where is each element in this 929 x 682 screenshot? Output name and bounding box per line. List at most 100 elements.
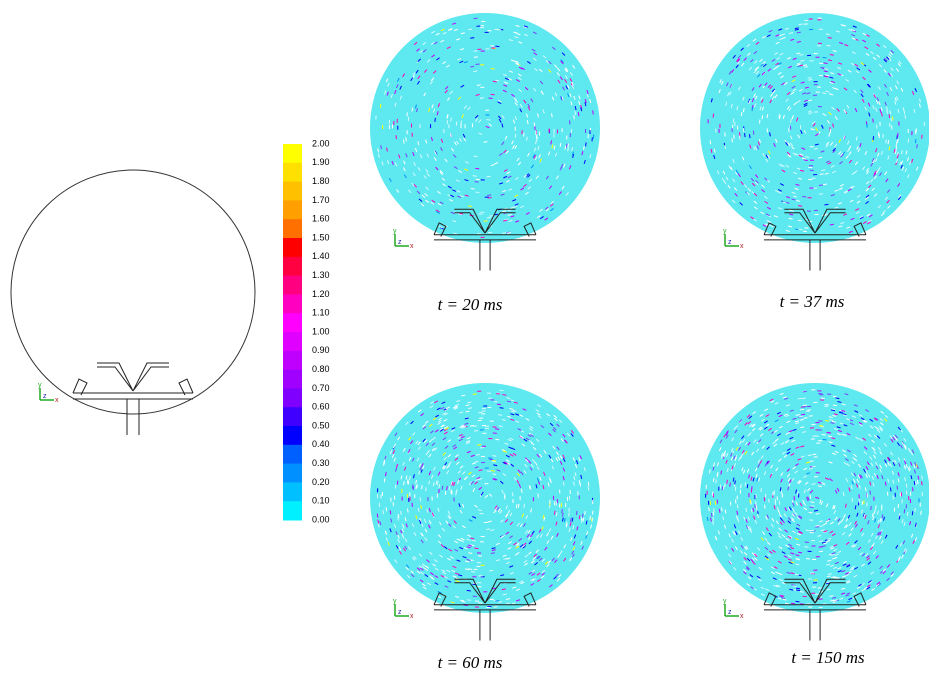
velocity-vector bbox=[593, 110, 594, 114]
velocity-vector bbox=[524, 504, 525, 508]
velocity-vector bbox=[808, 455, 812, 456]
velocity-vector bbox=[824, 204, 828, 205]
velocity-vector bbox=[492, 456, 496, 457]
velocity-vector bbox=[802, 196, 806, 197]
flow-sphere bbox=[700, 383, 929, 613]
velocity-vector bbox=[585, 511, 586, 515]
colorbar-band bbox=[283, 163, 302, 182]
velocity-vector bbox=[741, 484, 742, 488]
colorbar-band bbox=[283, 332, 302, 351]
velocity-vector bbox=[383, 510, 384, 514]
velocity-vector bbox=[829, 420, 833, 421]
velocity-vector bbox=[914, 481, 915, 485]
velocity-vector bbox=[740, 136, 741, 140]
velocity-vector bbox=[377, 514, 378, 518]
velocity-vector bbox=[468, 206, 472, 207]
velocity-vector bbox=[461, 121, 462, 125]
velocity-vector bbox=[826, 582, 830, 583]
velocity-vector bbox=[824, 76, 828, 77]
velocity-vector bbox=[912, 511, 913, 515]
velocity-vector bbox=[500, 390, 504, 391]
panel-caption: t = 20 ms bbox=[438, 295, 503, 314]
velocity-vector bbox=[562, 509, 563, 513]
velocity-vector bbox=[775, 501, 776, 505]
velocity-vector bbox=[480, 98, 484, 99]
velocity-vector bbox=[474, 430, 478, 431]
velocity-vector bbox=[470, 38, 474, 39]
triad-label: z bbox=[398, 609, 402, 616]
colorbar-label: 1.40 bbox=[312, 251, 330, 261]
velocity-vector bbox=[569, 512, 570, 516]
colorbar-label: 0.60 bbox=[312, 402, 330, 412]
triad-label: x bbox=[55, 397, 59, 404]
velocity-vector bbox=[474, 51, 478, 52]
velocity-vector bbox=[467, 590, 471, 591]
colorbar-band bbox=[283, 238, 302, 257]
velocity-vector bbox=[886, 139, 887, 143]
velocity-vector bbox=[824, 69, 828, 70]
velocity-vector bbox=[484, 142, 488, 143]
velocity-vector bbox=[730, 483, 731, 487]
colorbar-label: 1.60 bbox=[312, 214, 330, 224]
colorbar-label: 0.20 bbox=[312, 477, 330, 487]
velocity-vector bbox=[745, 482, 746, 486]
velocity-vector bbox=[922, 481, 923, 485]
velocity-vector bbox=[495, 600, 499, 601]
colorbar-band bbox=[283, 445, 302, 464]
velocity-vector bbox=[476, 64, 480, 65]
empty-sphere bbox=[11, 170, 255, 414]
velocity-vector bbox=[804, 547, 808, 548]
colorbar-band bbox=[283, 200, 302, 219]
colorbar-band bbox=[283, 388, 302, 407]
velocity-vector bbox=[536, 135, 537, 139]
velocity-vector bbox=[846, 504, 847, 508]
colorbar-label: 1.10 bbox=[312, 308, 330, 318]
velocity-vector bbox=[473, 176, 477, 177]
velocity-vector bbox=[406, 137, 407, 141]
velocity-vector bbox=[711, 513, 712, 517]
panel-caption: t = 150 ms bbox=[791, 648, 865, 667]
colorbar-label: 1.20 bbox=[312, 289, 330, 299]
triad-label: x bbox=[740, 613, 744, 620]
velocity-vector bbox=[809, 512, 813, 513]
velocity-vector bbox=[814, 149, 818, 150]
velocity-vector bbox=[796, 588, 800, 589]
colorbar-label: 1.50 bbox=[312, 232, 330, 242]
velocity-vector bbox=[471, 572, 475, 573]
velocity-vector bbox=[734, 135, 735, 139]
triad-label: z bbox=[398, 239, 402, 246]
colorbar-label: 0.80 bbox=[312, 364, 330, 374]
velocity-vector bbox=[802, 407, 806, 408]
velocity-vector bbox=[888, 140, 889, 144]
velocity-vector bbox=[498, 602, 502, 603]
triad-label: x bbox=[410, 613, 414, 620]
velocity-vector bbox=[808, 80, 812, 81]
velocity-vector bbox=[855, 505, 856, 509]
velocity-vector bbox=[806, 530, 810, 531]
velocity-vector bbox=[590, 516, 591, 520]
velocity-vector bbox=[890, 487, 891, 491]
colorbar-band bbox=[283, 426, 302, 445]
velocity-vector bbox=[871, 506, 872, 510]
flow-sphere bbox=[370, 13, 600, 243]
colorbar-label: 0.70 bbox=[312, 383, 330, 393]
colorbar-band bbox=[283, 257, 302, 276]
velocity-vector bbox=[491, 94, 495, 95]
velocity-vector bbox=[796, 590, 800, 591]
velocity-vector bbox=[817, 536, 821, 537]
panel-caption: t = 60 ms bbox=[438, 653, 503, 672]
velocity-vector bbox=[762, 115, 763, 119]
velocity-vector bbox=[716, 479, 717, 483]
velocity-vector bbox=[810, 507, 814, 508]
colorbar-label: 1.90 bbox=[312, 157, 330, 167]
velocity-vector bbox=[815, 527, 819, 528]
velocity-vector bbox=[917, 480, 918, 484]
velocity-vector bbox=[576, 511, 577, 515]
velocity-vector bbox=[745, 133, 746, 137]
velocity-vector bbox=[518, 504, 519, 508]
velocity-vector bbox=[799, 24, 803, 25]
velocity-vector bbox=[815, 525, 819, 526]
velocity-vector bbox=[906, 484, 907, 488]
velocity-vector bbox=[803, 405, 807, 406]
colorbar-band bbox=[283, 351, 302, 370]
